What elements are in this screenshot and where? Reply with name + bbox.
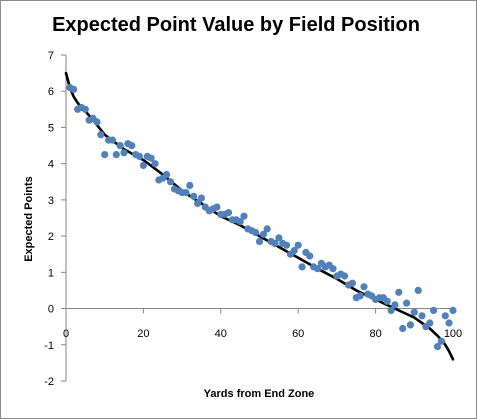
data-point (259, 230, 267, 238)
data-point (403, 299, 411, 307)
data-point (213, 203, 221, 211)
data-point (147, 154, 155, 162)
data-point (391, 301, 399, 309)
data-point (306, 252, 314, 260)
data-point (329, 265, 337, 273)
data-point (441, 312, 449, 320)
x-tick-label: 0 (63, 328, 69, 340)
data-point (108, 136, 116, 144)
trend-curve (64, 71, 455, 361)
y-tick-label: 6 (48, 86, 54, 98)
data-point (426, 319, 434, 327)
data-point (240, 212, 248, 220)
data-point (263, 225, 271, 233)
data-point (387, 306, 395, 314)
data-point (449, 306, 457, 314)
data-point (163, 170, 171, 179)
y-tick-label: 2 (48, 231, 54, 243)
data-point (271, 239, 279, 247)
data-point (290, 247, 298, 255)
data-point (395, 288, 403, 296)
data-point (166, 178, 175, 186)
trend-line (64, 71, 455, 361)
data-point (360, 283, 368, 291)
data-point (437, 337, 445, 345)
data-point (252, 228, 260, 237)
data-point (224, 209, 233, 217)
x-tick-label: 80 (369, 328, 381, 340)
y-tick-label: 3 (48, 195, 54, 207)
data-point (236, 218, 244, 226)
scatter-points (66, 84, 457, 351)
y-tick-label: -2 (44, 376, 54, 388)
data-point (298, 263, 306, 271)
data-point (275, 234, 283, 242)
data-point (97, 131, 105, 139)
data-point (128, 142, 136, 150)
data-point (116, 142, 124, 150)
data-point (341, 272, 349, 280)
y-tick-label: 1 (48, 267, 54, 279)
data-point (135, 152, 144, 160)
data-point (433, 343, 442, 351)
data-point (410, 308, 418, 316)
data-point (151, 160, 159, 168)
x-tick-label: 40 (215, 328, 227, 340)
data-point (283, 241, 291, 249)
data-point (186, 181, 194, 189)
x-tick-label: 20 (137, 328, 149, 340)
data-point (139, 161, 147, 170)
data-point (120, 149, 128, 157)
y-tick-label: 0 (48, 304, 54, 316)
data-point (356, 292, 364, 300)
data-point (194, 199, 202, 208)
x-tick-label: 100 (444, 328, 462, 340)
y-tick-label: 7 (48, 50, 54, 62)
y-tick-label: 4 (48, 159, 54, 171)
data-point (414, 286, 422, 294)
data-point (406, 321, 414, 329)
data-point (197, 194, 205, 202)
data-point (255, 237, 264, 246)
data-point (314, 265, 322, 273)
data-point (348, 279, 356, 287)
data-point (383, 297, 391, 305)
data-point (112, 151, 120, 159)
axes: -2 -1 0 1 2 3 4 5 6 7 0 20 40 60 80 100 (44, 50, 462, 388)
data-point (190, 192, 198, 200)
x-axis-title: Yards from End Zone (204, 388, 315, 400)
data-point (294, 241, 302, 249)
x-tick-label: 60 (292, 328, 304, 340)
data-point (93, 118, 101, 126)
data-point (399, 324, 407, 333)
chart-title: Expected Point Value by Field Position (52, 14, 420, 36)
data-point (430, 306, 438, 314)
data-point (101, 151, 109, 159)
y-tick-label: 5 (48, 122, 54, 134)
data-point (445, 319, 453, 327)
y-axis-title: Expected Points (23, 176, 35, 262)
y-tick-label: -1 (44, 340, 54, 352)
data-point (418, 312, 426, 320)
data-point (182, 189, 190, 197)
data-point (70, 85, 78, 93)
data-point (81, 105, 89, 113)
